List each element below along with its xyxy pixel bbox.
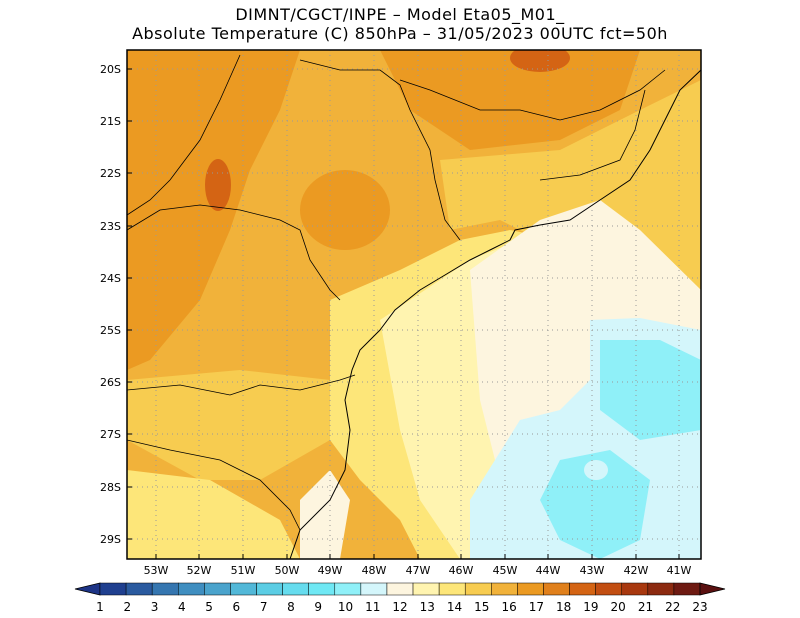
field-19-core-north: [510, 50, 570, 72]
colorbar-swatch: [464, 582, 492, 596]
lat-label-22S: 22S: [100, 167, 121, 180]
field-15-south: [127, 370, 330, 480]
colorbar-swatch: [230, 582, 257, 596]
colorbar-label: 6: [233, 600, 241, 614]
field-17-north: [380, 50, 640, 150]
lat-label-24S: 24S: [100, 272, 121, 285]
colorbar-swatch: [438, 582, 466, 596]
lon-label-41W: 41W: [667, 564, 692, 577]
lon-label-44W: 44W: [536, 564, 561, 577]
lon-label-46W: 46W: [449, 564, 474, 577]
colorbar-label: 21: [638, 600, 653, 614]
colorbar: 1 2 3 4 5 6 7 8 9 10 11 12 13 14 15 16 17 18 19 20 21 22 23: [74, 582, 726, 614]
colorbar-swatch: [178, 582, 205, 596]
lat-label-29S: 29S: [100, 533, 121, 546]
colorbar-swatch: [282, 582, 309, 596]
longitude-labels: 53W 52W 51W 50W 49W 48W 47W 46W 45W 44W 43W 42W 41W: [144, 554, 692, 577]
colorbar-label: 4: [178, 600, 186, 614]
colorbar-swatch: [386, 582, 414, 596]
lon-label-49W: 49W: [318, 564, 343, 577]
field-11-pocket: [584, 460, 608, 480]
lat-label-23S: 23S: [100, 220, 121, 233]
temperature-field: [127, 50, 701, 559]
field-12-coastal-south: [300, 470, 350, 559]
colorbar-label: 16: [501, 600, 516, 614]
colorbar-arrow-low: [74, 582, 101, 596]
colorbar-label: 9: [314, 600, 322, 614]
colorbar-label: 8: [287, 600, 295, 614]
latitude-labels: 20S 21S 22S 23S 24S 25S 26S 27S 28S 29S: [100, 63, 132, 546]
colorbar-label: 22: [665, 600, 680, 614]
field-10-ocean-south: [540, 450, 650, 559]
lat-label-26S: 26S: [100, 376, 121, 389]
coastline: [289, 69, 701, 559]
lat-label-27S: 27S: [100, 428, 121, 441]
colorbar-swatch: [151, 582, 179, 596]
colorbar-swatch: [491, 582, 518, 596]
lat-label-21S: 21S: [100, 115, 121, 128]
lat-label-20S: 20S: [100, 63, 121, 76]
colorbar-swatch: [595, 582, 622, 596]
lon-label-52W: 52W: [187, 564, 212, 577]
map-title-line2: Absolute Temperature (C) 850hPa – 31/05/…: [132, 24, 668, 43]
colorbar-label: 10: [338, 600, 353, 614]
colorbar-swatch: [334, 582, 362, 596]
map-title-line1: DIMNT/CGCT/INPE – Model Eta05_M01_: [235, 5, 565, 24]
grid-lines: [127, 50, 701, 559]
colorbar-swatch: [412, 582, 440, 596]
colorbar-label: 2: [123, 600, 131, 614]
colorbar-swatch: [517, 582, 544, 596]
lon-label-48W: 48W: [362, 564, 387, 577]
colorbar-arrow-high: [699, 582, 726, 596]
colorbar-swatch: [647, 582, 675, 596]
colorbar-label: 12: [392, 600, 407, 614]
lon-label-43W: 43W: [580, 564, 605, 577]
colorbar-label: 17: [529, 600, 544, 614]
lon-label-51W: 51W: [231, 564, 256, 577]
colorbar-label: 19: [583, 600, 598, 614]
colorbar-swatch: [621, 582, 649, 596]
colorbar-label: 5: [205, 600, 213, 614]
colorbar-swatch: [99, 582, 127, 596]
colorbar-label: 13: [420, 600, 435, 614]
field-17-center: [300, 170, 390, 250]
colorbar-swatch: [204, 582, 231, 596]
colorbar-swatch: [673, 582, 701, 596]
lon-label-50W: 50W: [275, 564, 300, 577]
colorbar-swatch: [569, 582, 596, 596]
colorbar-label: 1: [96, 600, 104, 614]
colorbar-label: 15: [474, 600, 489, 614]
lon-label-42W: 42W: [624, 564, 649, 577]
lon-label-45W: 45W: [493, 564, 518, 577]
lat-label-25S: 25S: [100, 324, 121, 337]
map-frame: [126, 49, 702, 560]
colorbar-swatch: [308, 582, 336, 596]
colorbar-label: 3: [151, 600, 159, 614]
lon-label-53W: 53W: [144, 564, 169, 577]
colorbar-label: 7: [260, 600, 268, 614]
colorbar-swatch: [543, 582, 570, 596]
field-14-southwest: [127, 470, 300, 559]
field-17-west: [127, 50, 300, 370]
colorbar-swatch: [125, 582, 153, 596]
field-19-core-west: [205, 159, 231, 211]
colorbar-label: 14: [447, 600, 462, 614]
lat-label-28S: 28S: [100, 481, 121, 494]
colorbar-label: 23: [692, 600, 707, 614]
colorbar-swatch: [256, 582, 283, 596]
colorbar-label: 18: [556, 600, 571, 614]
colorbar-label: 11: [365, 600, 380, 614]
state-borders: [127, 54, 666, 531]
colorbar-swatch: [360, 582, 388, 596]
lon-label-47W: 47W: [406, 564, 431, 577]
colorbar-label: 20: [611, 600, 626, 614]
field-10-ocean-east: [600, 340, 701, 440]
